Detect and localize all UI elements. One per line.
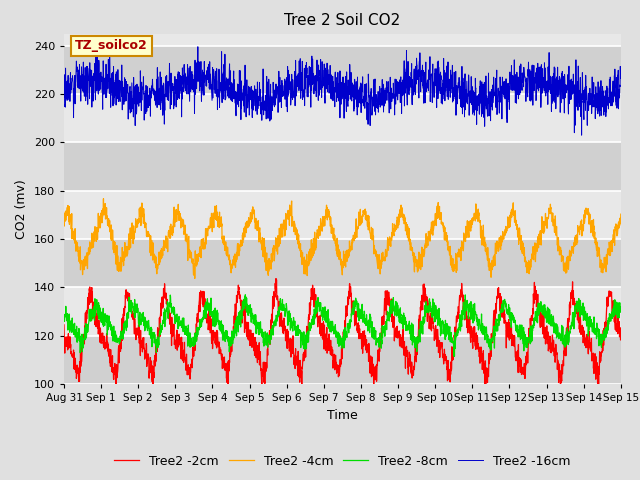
Tree2 -2cm bbox=[595, 388, 602, 394]
Tree2 -8cm bbox=[60, 312, 68, 318]
Y-axis label: CO2 (mv): CO2 (mv) bbox=[15, 179, 28, 239]
Tree2 -8cm bbox=[568, 318, 576, 324]
Tree2 -4cm bbox=[568, 247, 576, 253]
Tree2 -4cm bbox=[505, 218, 513, 224]
Tree2 -2cm bbox=[216, 351, 223, 357]
Bar bbox=[64, 336, 621, 384]
X-axis label: Time: Time bbox=[327, 408, 358, 421]
Tree2 -16cm bbox=[584, 99, 591, 105]
Line: Tree2 -8cm: Tree2 -8cm bbox=[64, 295, 621, 356]
Tree2 -4cm bbox=[191, 276, 198, 281]
Tree2 -8cm bbox=[450, 353, 458, 359]
Title: Tree 2 Soil CO2: Tree 2 Soil CO2 bbox=[284, 13, 401, 28]
Tree2 -16cm bbox=[568, 89, 575, 95]
Bar bbox=[64, 239, 621, 288]
Tree2 -8cm bbox=[241, 292, 249, 298]
Tree2 -16cm bbox=[617, 75, 625, 81]
Tree2 -16cm bbox=[216, 105, 223, 110]
Tree2 -4cm bbox=[584, 207, 591, 213]
Tree2 -16cm bbox=[578, 132, 586, 138]
Tree2 -8cm bbox=[584, 314, 591, 320]
Line: Tree2 -16cm: Tree2 -16cm bbox=[64, 47, 621, 135]
Tree2 -4cm bbox=[617, 211, 625, 217]
Legend: Tree2 -2cm, Tree2 -4cm, Tree2 -8cm, Tree2 -16cm: Tree2 -2cm, Tree2 -4cm, Tree2 -8cm, Tree… bbox=[109, 450, 575, 473]
Tree2 -4cm bbox=[216, 218, 223, 224]
Tree2 -4cm bbox=[100, 196, 108, 202]
Tree2 -16cm bbox=[504, 90, 512, 96]
Tree2 -8cm bbox=[359, 317, 367, 323]
Bar bbox=[64, 94, 621, 143]
Tree2 -2cm bbox=[272, 276, 280, 281]
Tree2 -2cm bbox=[60, 322, 68, 328]
Tree2 -16cm bbox=[359, 74, 367, 80]
Tree2 -16cm bbox=[60, 95, 68, 100]
Tree2 -2cm bbox=[359, 350, 367, 356]
Tree2 -4cm bbox=[60, 217, 68, 223]
Tree2 -2cm bbox=[504, 335, 512, 341]
Tree2 -8cm bbox=[216, 326, 223, 332]
Bar bbox=[64, 46, 621, 94]
Tree2 -2cm bbox=[568, 288, 575, 294]
Tree2 -2cm bbox=[584, 332, 591, 337]
Tree2 -8cm bbox=[617, 304, 625, 310]
Bar bbox=[64, 143, 621, 191]
Tree2 -16cm bbox=[371, 81, 379, 87]
Line: Tree2 -2cm: Tree2 -2cm bbox=[64, 278, 621, 391]
Line: Tree2 -4cm: Tree2 -4cm bbox=[64, 199, 621, 278]
Tree2 -4cm bbox=[371, 249, 379, 254]
Tree2 -4cm bbox=[359, 214, 367, 219]
Tree2 -16cm bbox=[194, 44, 202, 49]
Bar bbox=[64, 191, 621, 239]
Tree2 -8cm bbox=[505, 301, 513, 307]
Bar bbox=[64, 288, 621, 336]
Tree2 -8cm bbox=[371, 336, 379, 341]
Tree2 -2cm bbox=[617, 336, 625, 341]
Tree2 -2cm bbox=[371, 377, 379, 383]
Text: TZ_soilco2: TZ_soilco2 bbox=[75, 39, 148, 52]
